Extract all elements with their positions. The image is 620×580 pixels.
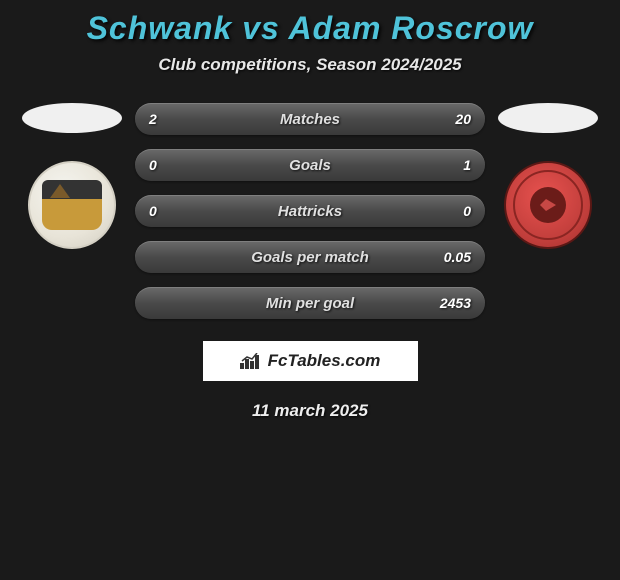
club-badge-left [28, 161, 116, 249]
stat-left-value: 0 [149, 203, 185, 219]
stat-left-value: 0 [149, 157, 185, 173]
player-left-avatar [22, 103, 122, 133]
stat-label: Goals per match [135, 249, 485, 266]
shield-icon [42, 180, 102, 230]
stat-right-value: 1 [435, 157, 471, 173]
stat-right-value: 2453 [435, 295, 471, 311]
player-right-avatar [498, 103, 598, 133]
attribution-box[interactable]: FcTables.com [203, 341, 418, 381]
stat-label: Hattricks [135, 203, 485, 220]
stat-right-value: 0.05 [435, 249, 471, 265]
archer-icon [530, 187, 566, 223]
attribution-text: FcTables.com [268, 351, 381, 371]
date: 11 march 2025 [0, 401, 620, 421]
stat-label: Goals [135, 157, 485, 174]
stat-right-value: 0 [435, 203, 471, 219]
stat-row-matches: 2 Matches 20 [135, 103, 485, 135]
stat-row-min-per-goal: Min per goal 2453 [135, 287, 485, 319]
stat-label: Matches [135, 111, 485, 128]
player-right-column [493, 103, 603, 249]
player-left-column [17, 103, 127, 249]
stat-right-value: 20 [435, 111, 471, 127]
club-badge-right [504, 161, 592, 249]
title: Schwank vs Adam Roscrow [0, 10, 620, 47]
stat-label: Min per goal [135, 295, 485, 312]
chart-icon [240, 353, 262, 369]
stat-row-goals-per-match: Goals per match 0.05 [135, 241, 485, 273]
comparison-widget: Schwank vs Adam Roscrow Club competition… [0, 0, 620, 431]
main-row: 2 Matches 20 0 Goals 1 0 Hattricks 0 Goa… [0, 103, 620, 319]
subtitle: Club competitions, Season 2024/2025 [0, 55, 620, 75]
stat-row-goals: 0 Goals 1 [135, 149, 485, 181]
stat-row-hattricks: 0 Hattricks 0 [135, 195, 485, 227]
stats-column: 2 Matches 20 0 Goals 1 0 Hattricks 0 Goa… [135, 103, 485, 319]
stat-left-value: 2 [149, 111, 185, 127]
